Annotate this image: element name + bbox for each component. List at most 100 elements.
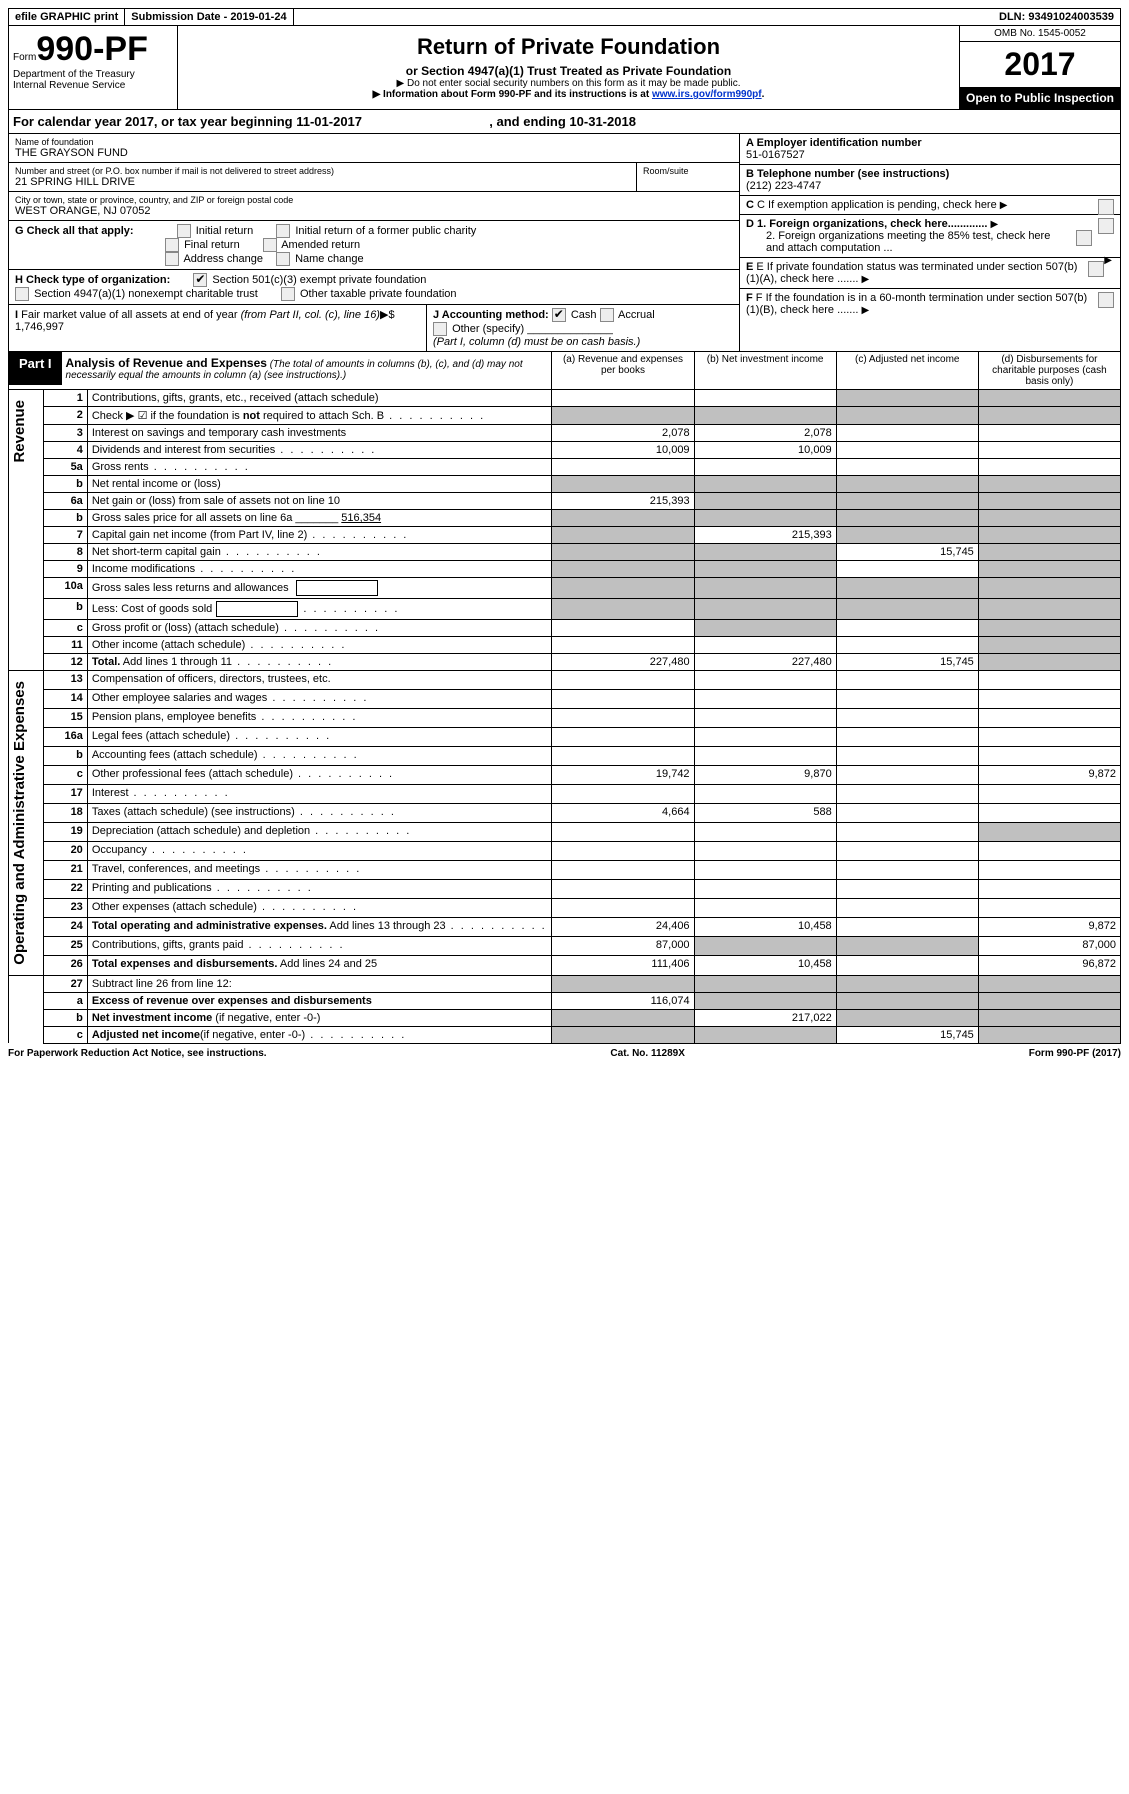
checkbox-other-taxable[interactable] — [281, 287, 295, 301]
col-b-val — [694, 690, 836, 709]
page-footer: For Paperwork Reduction Act Notice, see … — [8, 1044, 1121, 1059]
col-a-val: 87,000 — [552, 937, 694, 956]
line-number: 17 — [43, 785, 87, 804]
form-title: Return of Private Foundation — [186, 34, 951, 60]
col-c-val — [836, 804, 978, 823]
col-b-val — [694, 620, 836, 637]
checkbox-4947[interactable] — [15, 287, 29, 301]
col-a-val — [552, 690, 694, 709]
col-a-val: 24,406 — [552, 918, 694, 937]
col-a-val: 111,406 — [552, 956, 694, 975]
col-a-val — [552, 975, 694, 992]
col-c-val — [836, 747, 978, 766]
line-desc: Gross rents — [87, 459, 552, 476]
line-desc: Total operating and administrative expen… — [87, 918, 552, 937]
col-c-val — [836, 842, 978, 861]
table-row: cOther professional fees (attach schedul… — [9, 766, 1121, 785]
col-b-val: 215,393 — [694, 527, 836, 544]
checkbox-name[interactable] — [276, 252, 290, 266]
checkbox-c[interactable] — [1098, 199, 1114, 215]
checkbox-d2[interactable] — [1076, 230, 1092, 246]
line-number: 26 — [43, 956, 87, 975]
phone-label: B Telephone number (see instructions) — [746, 168, 949, 180]
col-c-val: 15,745 — [836, 544, 978, 561]
checkbox-cash[interactable] — [552, 308, 566, 322]
irs-link[interactable]: www.irs.gov/form990pf — [652, 89, 762, 100]
table-row: 15Pension plans, employee benefits — [9, 709, 1121, 728]
line-number: b — [43, 510, 87, 527]
col-a-val — [552, 1009, 694, 1026]
checkbox-final[interactable] — [165, 238, 179, 252]
checkbox-amended[interactable] — [263, 238, 277, 252]
checkbox-e[interactable] — [1088, 261, 1104, 277]
col-c-val — [836, 918, 978, 937]
section-i: I Fair market value of all assets at end… — [9, 305, 427, 351]
col-b-val — [694, 544, 836, 561]
col-d-val — [978, 1026, 1120, 1043]
checkbox-d1[interactable] — [1098, 218, 1114, 234]
line-desc: Contributions, gifts, grants, etc., rece… — [87, 390, 552, 407]
section-g: G Check all that apply: Initial return I… — [9, 221, 739, 270]
col-a-val — [552, 861, 694, 880]
checkbox-f[interactable] — [1098, 292, 1114, 308]
table-row: bNet investment income (if negative, ent… — [9, 1009, 1121, 1026]
col-d-val — [978, 728, 1120, 747]
col-b-val — [694, 459, 836, 476]
col-c-val — [836, 785, 978, 804]
col-b-val — [694, 637, 836, 654]
table-row: 8Net short-term capital gain15,745 — [9, 544, 1121, 561]
checkbox-address[interactable] — [165, 252, 179, 266]
line-number: c — [43, 766, 87, 785]
line-number: 18 — [43, 804, 87, 823]
submission-date: Submission Date - 2019-01-24 — [125, 9, 293, 25]
table-row: 21Travel, conferences, and meetings — [9, 861, 1121, 880]
table-row: bLess: Cost of goods sold — [9, 599, 1121, 620]
col-a-val — [552, 561, 694, 578]
col-a-val — [552, 880, 694, 899]
checkbox-accrual[interactable] — [600, 308, 614, 322]
line-desc: Interest — [87, 785, 552, 804]
table-row: aExcess of revenue over expenses and dis… — [9, 992, 1121, 1009]
col-c-val — [836, 728, 978, 747]
col-b-val — [694, 785, 836, 804]
table-row: 16aLegal fees (attach schedule) — [9, 728, 1121, 747]
line-number: b — [43, 747, 87, 766]
col-b-val — [694, 390, 836, 407]
line-desc: Gross sales price for all assets on line… — [87, 510, 552, 527]
footer-mid: Cat. No. 11289X — [610, 1048, 684, 1059]
col-a-val — [552, 544, 694, 561]
line-number: 2 — [43, 407, 87, 425]
line-desc: Pension plans, employee benefits — [87, 709, 552, 728]
checkbox-other-method[interactable] — [433, 322, 447, 336]
col-d-val — [978, 804, 1120, 823]
checkbox-501c3[interactable] — [193, 273, 207, 287]
col-a-val — [552, 728, 694, 747]
col-a-val — [552, 510, 694, 527]
table-row: bGross sales price for all assets on lin… — [9, 510, 1121, 527]
col-b-val — [694, 861, 836, 880]
col-d-val — [978, 599, 1120, 620]
col-d-val — [978, 561, 1120, 578]
col-b-val — [694, 671, 836, 690]
col-d-val — [978, 899, 1120, 918]
line-number: 22 — [43, 880, 87, 899]
checkbox-initial[interactable] — [177, 224, 191, 238]
col-b-val: 10,458 — [694, 956, 836, 975]
section-f: F F If the foundation is in a 60-month t… — [740, 289, 1120, 319]
street-address: 21 SPRING HILL DRIVE — [15, 176, 630, 188]
line-number: 12 — [43, 654, 87, 671]
col-c-val — [836, 709, 978, 728]
col-c-val — [836, 390, 978, 407]
col-b-val — [694, 728, 836, 747]
col-d-val — [978, 690, 1120, 709]
table-row: Operating and Administrative Expenses13C… — [9, 671, 1121, 690]
col-c-val — [836, 956, 978, 975]
col-a-val — [552, 578, 694, 599]
col-d-val: 87,000 — [978, 937, 1120, 956]
line-desc: Total expenses and disbursements. Add li… — [87, 956, 552, 975]
col-b-val — [694, 493, 836, 510]
checkbox-initial-former[interactable] — [276, 224, 290, 238]
col-a-val — [552, 390, 694, 407]
col-c-val — [836, 425, 978, 442]
col-a-val — [552, 823, 694, 842]
